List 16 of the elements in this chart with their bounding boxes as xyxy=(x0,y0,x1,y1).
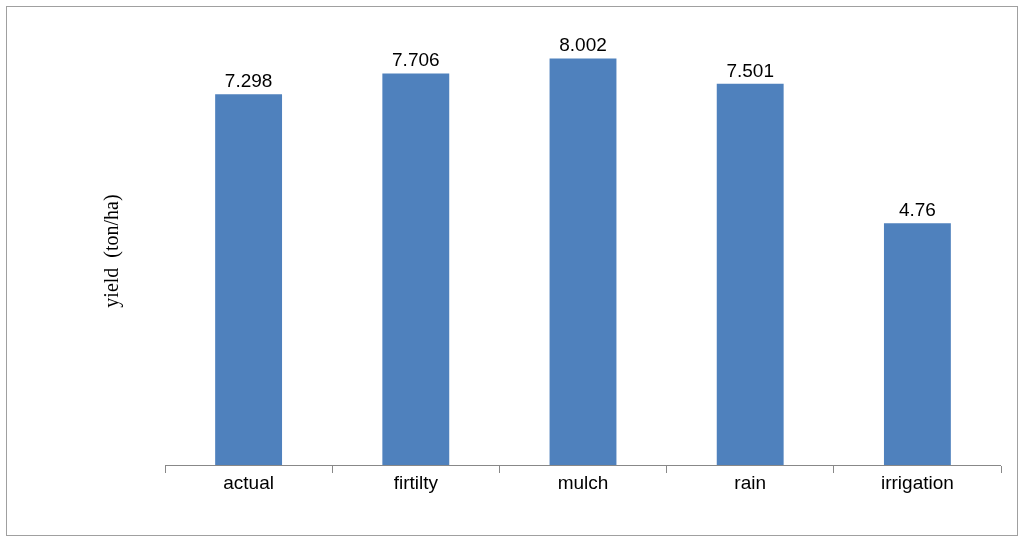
bar xyxy=(215,94,283,465)
x-tick-label: mulch xyxy=(557,471,609,493)
data-label: 7.501 xyxy=(726,59,774,81)
x-tick-label: irrigation xyxy=(880,471,954,493)
x-tick-label: rain xyxy=(734,471,767,493)
bar xyxy=(716,83,784,465)
data-label: 7.706 xyxy=(392,49,440,71)
bar xyxy=(382,73,450,465)
data-label: 4.76 xyxy=(898,199,936,221)
x-tick-label: actual xyxy=(223,471,274,493)
x-tick-label: firtilty xyxy=(393,471,439,493)
data-label: 7.298 xyxy=(224,70,273,92)
data-label: 8.002 xyxy=(559,34,607,56)
bar xyxy=(883,223,951,465)
y-axis-title: yield (ton/ha) xyxy=(99,194,123,308)
bar xyxy=(549,58,617,465)
